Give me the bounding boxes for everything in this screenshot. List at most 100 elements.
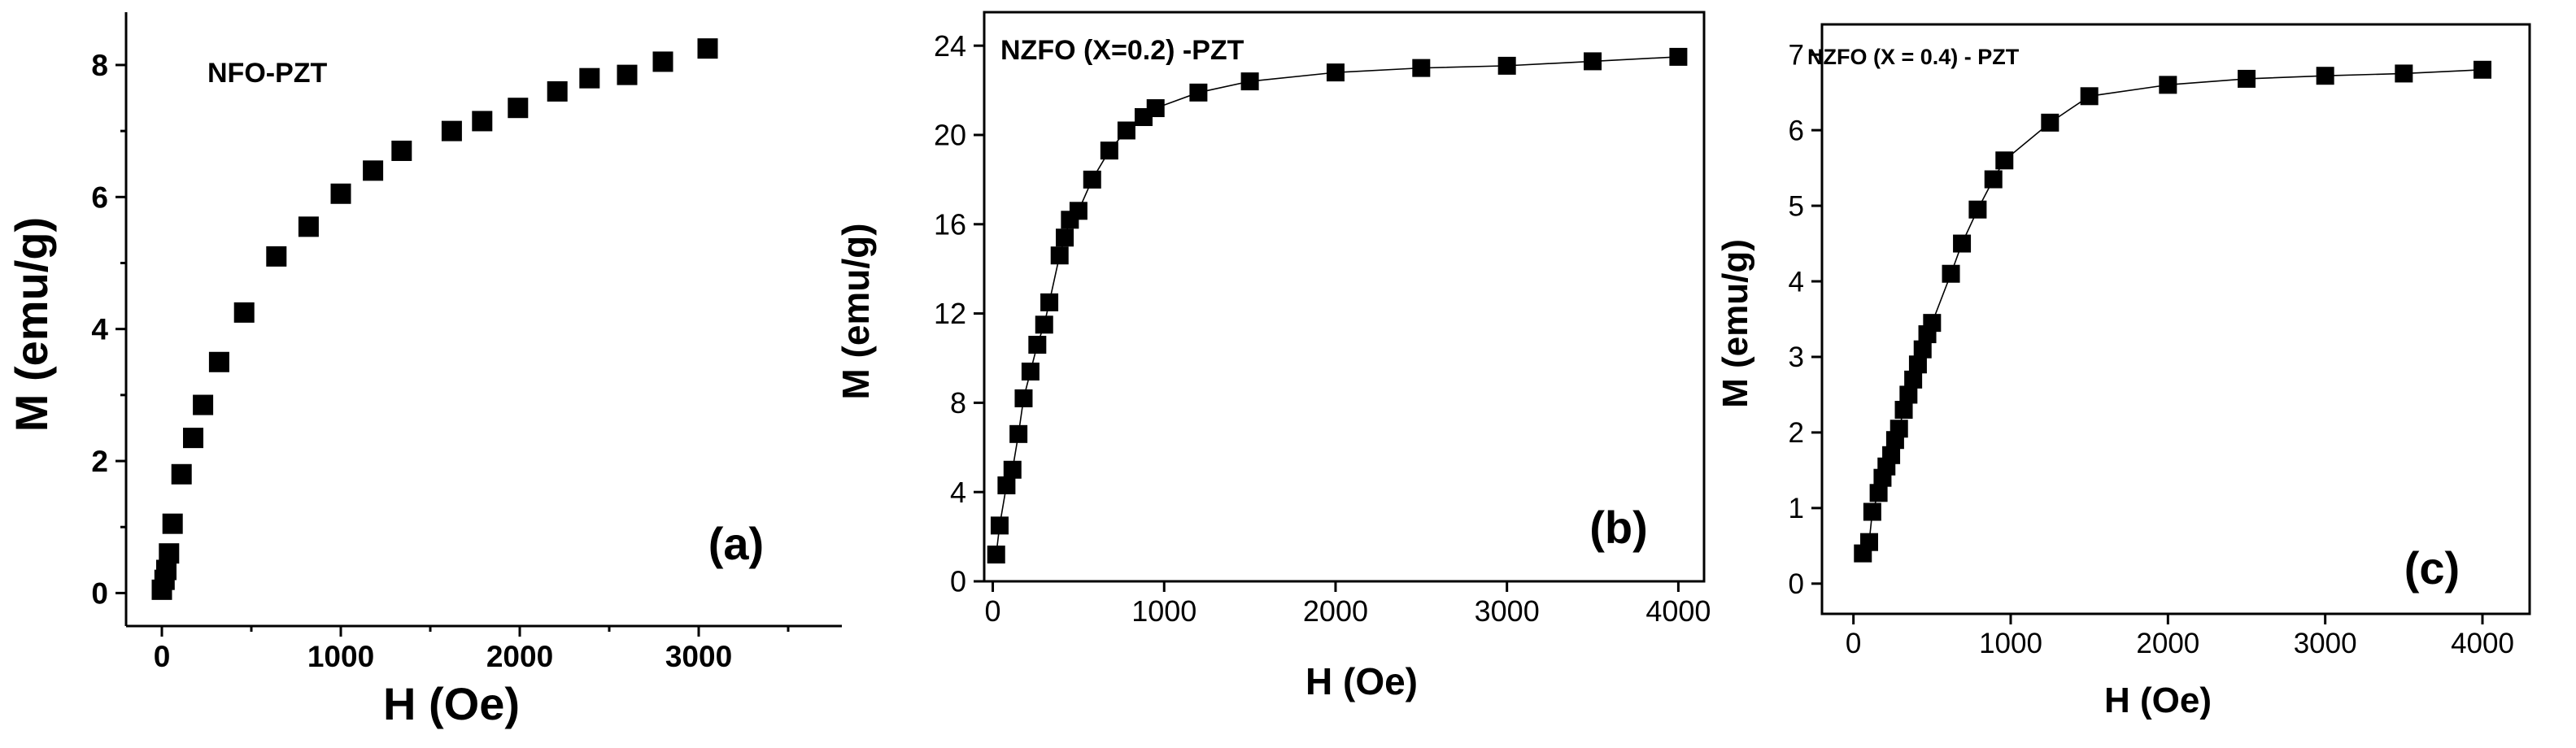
xlabel: H (Oe) (1305, 660, 1418, 702)
data-point (1326, 63, 1345, 82)
data-point (1056, 228, 1074, 247)
y-tick-label: 0 (950, 565, 966, 598)
y-tick-label: 1 (1789, 493, 1804, 524)
data-point (1968, 200, 1987, 219)
series-line (995, 56, 1679, 555)
data-point (1028, 336, 1047, 354)
x-tick-label: 2000 (486, 640, 553, 673)
x-tick-label: 4000 (1645, 594, 1711, 628)
axes: 0 1000 2000 3000 4000 0 1 2 3 4 5 6 7 (1789, 23, 2531, 659)
y-tick-label: 4 (1789, 266, 1804, 298)
data-point (997, 476, 1016, 494)
data-point (1069, 202, 1087, 220)
ylabel: M (emu/g) (1715, 239, 1755, 408)
data-series (151, 38, 718, 600)
data-point (2080, 87, 2099, 106)
data-point (1953, 234, 1972, 253)
data-point (1240, 72, 1259, 91)
data-point (1923, 314, 1942, 333)
y-tick-label: 8 (950, 386, 966, 420)
data-point (2159, 76, 2177, 94)
data-point (1003, 460, 1022, 479)
data-series (1854, 60, 2491, 563)
plot-frame (1820, 23, 2531, 615)
data-point (1899, 385, 1918, 404)
data-point (171, 463, 192, 485)
data-point (233, 302, 255, 323)
xlabel: H (Oe) (2104, 681, 2212, 720)
data-point (1913, 340, 1932, 359)
y-tick-label: 6 (91, 180, 108, 214)
data-point (547, 80, 568, 102)
data-point (1984, 170, 2003, 189)
axes: 0 1000 2000 3000 4000 0 4 8 12 16 20 24 (934, 11, 1711, 628)
data-point (1412, 59, 1431, 77)
x-tick-label: 0 (1846, 628, 1861, 659)
data-series (987, 47, 1688, 564)
data-point (987, 546, 1005, 564)
x-tick-label: 2000 (1303, 594, 1368, 628)
y-tick-label: 2 (91, 445, 108, 478)
data-point (1040, 293, 1059, 311)
xlabel: H (Oe) (383, 678, 520, 729)
data-point (298, 216, 319, 237)
x-tick-label: 1000 (1131, 594, 1196, 628)
data-point (2474, 60, 2491, 79)
y-tick-label: 6 (1789, 115, 1804, 146)
data-point (1908, 355, 1927, 374)
data-point (2316, 67, 2334, 85)
ylabel: M (emu/g) (835, 223, 877, 399)
data-point (1863, 502, 1881, 521)
data-point (1021, 362, 1040, 381)
panel-label: (a) (708, 518, 764, 569)
y-tick-label: 0 (91, 576, 108, 610)
data-point (330, 183, 351, 204)
data-point (617, 64, 638, 85)
x-tick-label: 2000 (2136, 628, 2199, 659)
data-point (1860, 533, 1878, 551)
data-point (1904, 370, 1923, 389)
chart-title: NFO-PZT (207, 58, 328, 89)
y-tick-label: 8 (91, 49, 108, 82)
data-point (183, 428, 203, 449)
data-point (2041, 113, 2059, 132)
chart-title: NZFO (X=0.2) -PZT (1000, 35, 1244, 66)
x-tick-label: 3000 (665, 640, 732, 673)
ylabel: M (emu/g) (6, 217, 57, 432)
data-point (1890, 420, 1908, 438)
data-point (2395, 64, 2413, 83)
data-point (1584, 52, 1602, 71)
y-tick-label: 24 (934, 29, 966, 63)
data-point (1050, 246, 1069, 265)
data-point (990, 516, 1009, 535)
series-line (1862, 68, 2483, 554)
y-tick-label: 20 (934, 119, 966, 152)
data-point (697, 38, 718, 59)
data-point (1100, 141, 1118, 160)
data-point (2238, 69, 2256, 88)
y-tick-label: 12 (934, 297, 966, 330)
axes: 0 1000 2000 3000 0 2 4 6 8 (91, 12, 842, 673)
data-point (441, 120, 462, 141)
x-tick-label: 3000 (1475, 594, 1540, 628)
data-point (1009, 424, 1028, 443)
x-tick-label: 4000 (2451, 628, 2514, 659)
plot-frame (983, 11, 1706, 583)
y-tick-label: 4 (91, 313, 108, 346)
data-point (1117, 121, 1135, 140)
data-point (1035, 315, 1053, 334)
data-point (652, 51, 673, 72)
y-tick-label: 16 (934, 207, 966, 241)
data-point (1882, 446, 1901, 464)
data-point (1942, 264, 1960, 283)
chart-title: NZFO (X = 0.4) - PZT (1807, 45, 2020, 69)
data-point (579, 67, 600, 89)
y-tick-label: 5 (1789, 190, 1804, 222)
data-point (1146, 99, 1165, 118)
y-tick-label: 2 (1789, 417, 1804, 449)
data-point (1189, 83, 1208, 102)
y-tick-label: 4 (950, 476, 966, 509)
panel-label: (b) (1589, 502, 1648, 553)
x-tick-label: 0 (985, 594, 1001, 628)
y-tick-label: 3 (1789, 341, 1804, 373)
